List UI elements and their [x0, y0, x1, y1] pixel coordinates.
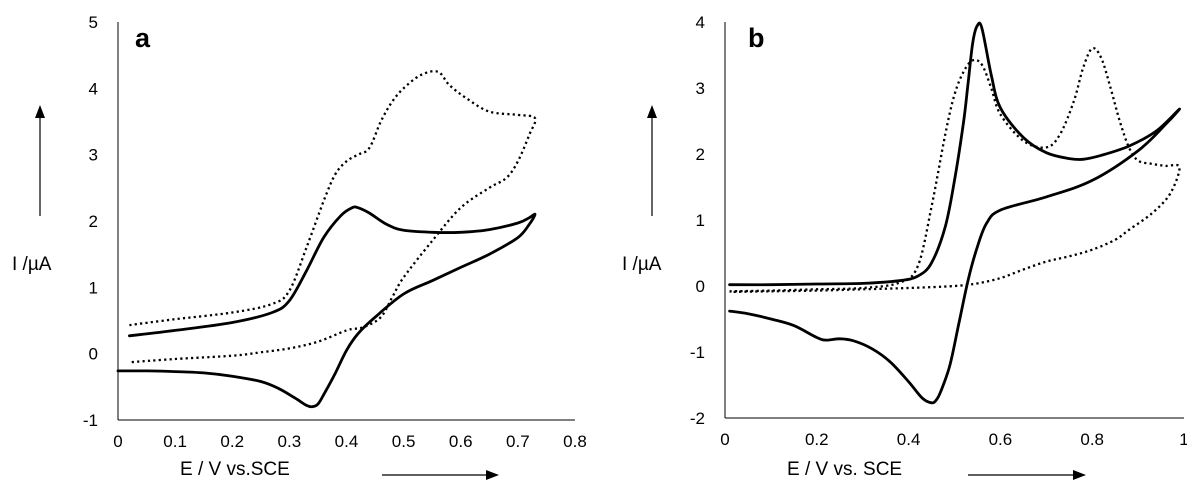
panel-a-x-axis-title: E / V vs.SCE: [180, 459, 290, 480]
panel-a-y-tick-label: 1: [89, 278, 98, 297]
panel-b-solid-voltammogram-curve: [728, 21, 1181, 405]
panel-a-y-tick-label: 0: [89, 345, 98, 364]
panel-b-y-tick-label: 3: [696, 79, 705, 98]
panel-b-y-tick-label: -1: [690, 343, 705, 362]
panel-b-y-tick-label: -2: [690, 409, 705, 428]
panel-a-x-tick-label: 0.1: [163, 432, 187, 451]
panel-b-y-tick-label: 1: [696, 211, 705, 230]
panel-a-y-arrow: [35, 105, 45, 216]
panel-b-y-arrow: [647, 105, 657, 216]
panel-a-y-tick-label: 4: [89, 79, 98, 98]
panel-a-y-tick-label: -1: [83, 411, 98, 430]
panel-a-x-arrow: [382, 470, 499, 480]
panel-a-curves: [116, 70, 537, 409]
panel-b-plot-frame: [724, 22, 1184, 419]
panel-a-x-tick-label: 0.4: [335, 432, 359, 451]
panel-a-y-tick-label: 2: [89, 212, 98, 231]
panel-b-x-tick-label: 0.6: [989, 430, 1013, 449]
panel-b-x-tick-label: 0: [720, 430, 729, 449]
panel-b-x-tick-label: 0.8: [1080, 430, 1104, 449]
panel-b-tick-labels: -2 -1 0 1 2 3 4 0 0.2 0.4 0.6 0.8 1: [690, 13, 1187, 449]
panel-a-solid-voltammogram-curve: [116, 205, 537, 409]
panel-b-y-tick-label: 0: [696, 277, 705, 296]
panel-b-dotted-voltammogram-curve: [729, 46, 1181, 294]
panel-a-plot-frame: [117, 22, 575, 421]
panel-b-x-arrow: [968, 470, 1086, 480]
panel-a-y-tick-label: 5: [89, 13, 98, 32]
panel-b-x-tick-label: 1: [1179, 430, 1187, 449]
panel-a-letter: a: [135, 23, 151, 53]
panel-a-x-tick-label: 0.6: [449, 432, 473, 451]
panel-a-x-tick-label: 0.7: [506, 432, 530, 451]
panel-b-chart: -2 -1 0 1 2 3 4 0 0.2 0.4 0.6 0.8 1 b I /µA E / V vs…: [622, 13, 1187, 480]
panel-b-x-tick-label: 0.2: [805, 430, 829, 449]
panel-b-y-tick-label: 2: [696, 145, 705, 164]
panel-a-x-tick-label: 0.2: [220, 432, 244, 451]
panel-b-y-axis-title: I /µA: [622, 254, 662, 275]
panel-a-x-tick-label: 0.8: [563, 432, 587, 451]
panel-b-curves: [728, 21, 1181, 405]
panel-b-letter: b: [748, 23, 765, 53]
panel-a-tick-labels: -1 0 1 2 3 4 5 0 0.1 0.2 0.3 0.4 0.5 0.6 0.7 0.8: [83, 13, 587, 451]
panel-a-dotted-voltammogram-curve: [129, 70, 537, 364]
panel-a-y-axis-title: I /µA: [12, 254, 52, 275]
panel-a-x-tick-label: 0.5: [392, 432, 416, 451]
panel-a-chart: -1 0 1 2 3 4 5 0 0.1 0.2 0.3 0.4 0.5 0.6 0.7 0.8 a I /µ…: [12, 13, 587, 480]
panel-a-y-tick-label: 3: [89, 146, 98, 165]
panel-a-x-tick-label: 0: [113, 432, 122, 451]
panel-b-y-tick-label: 4: [696, 13, 705, 32]
panel-b-x-tick-label: 0.4: [897, 430, 921, 449]
panel-b-x-axis-title: E / V vs. SCE: [787, 459, 902, 480]
panel-a-x-tick-label: 0.3: [278, 432, 302, 451]
